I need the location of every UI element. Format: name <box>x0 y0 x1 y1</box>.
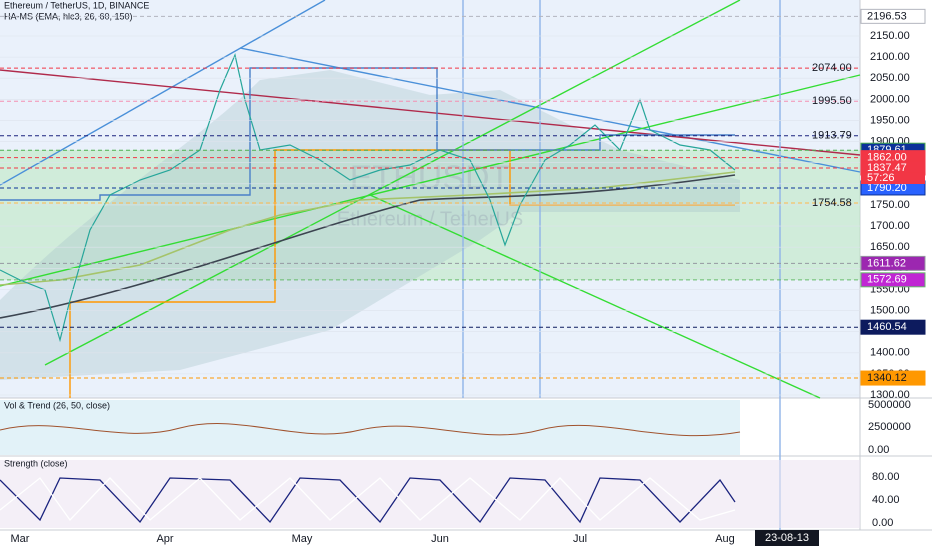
moving-average <box>0 174 736 319</box>
moving-average <box>0 171 736 286</box>
level-label: 1460.54 <box>867 321 907 333</box>
volume-sketch <box>0 400 741 455</box>
level-label: 1340.12 <box>867 372 907 384</box>
trend-line <box>0 74 861 287</box>
price-tick-label: 2150.00 <box>870 30 910 42</box>
trend-line <box>44 0 741 366</box>
volume-tick-label: 0.00 <box>868 444 889 456</box>
countdown-box <box>861 172 925 184</box>
volume-title: Vol & Trend (26, 50, close) <box>4 400 110 410</box>
trend-line <box>0 69 861 156</box>
price-tick-label: 1700.00 <box>870 220 910 232</box>
strength-line <box>0 477 736 524</box>
price-tick-label: 2050.00 <box>870 72 910 84</box>
strength-tick-label: 0.00 <box>872 517 893 529</box>
strength-band <box>0 460 860 528</box>
strength-tick-label: 40.00 <box>872 494 900 506</box>
price-tick-label: 1500.00 <box>870 304 910 316</box>
volume-tick-label: 2500000 <box>868 421 911 433</box>
price-tick-label: 1950.00 <box>870 114 910 126</box>
level-label: 1611.62 <box>867 257 906 269</box>
level-label: 1754.58 <box>812 197 852 209</box>
level-label: 1572.69 <box>867 274 907 286</box>
time-tick-label: Aug <box>715 533 735 545</box>
time-tick-label: Mar <box>11 533 30 545</box>
time-tick-label: Apr <box>156 533 173 545</box>
symbol-title: Ethereum / TetherUS, 1D, BINANCE <box>4 0 149 10</box>
price-tick-label: 1650.00 <box>870 241 910 253</box>
level-box <box>860 272 926 288</box>
strength-title: Strength (close) <box>4 458 68 468</box>
volume-tick-label: 5000000 <box>868 399 911 411</box>
indicator-title: HA-MS (EMA, hlc3, 26, 60, 150) <box>4 11 133 21</box>
trend-band <box>0 400 740 455</box>
countdown: 57:26 <box>867 172 895 184</box>
level-label: 1837.47 <box>867 162 907 174</box>
level-label: 1790.20 <box>867 182 907 194</box>
price-tick-label: 1300.00 <box>870 389 910 401</box>
time-tick-label: Jul <box>573 533 587 545</box>
price-tick-label: 1750.00 <box>870 199 910 211</box>
level-box <box>860 370 926 386</box>
level-label: 2196.53 <box>867 10 907 22</box>
zone <box>0 150 860 280</box>
trend-line <box>0 0 326 186</box>
price-tick-label: 2100.00 <box>870 51 910 63</box>
watermark-name: Ethereum / TetherUS <box>337 208 523 230</box>
strength-tick-label: 80.00 <box>872 471 900 483</box>
cursor-date-box <box>755 530 819 546</box>
level-label: 1913.79 <box>812 130 852 142</box>
trend-wave <box>0 423 741 437</box>
level-box <box>860 255 926 271</box>
drawings <box>0 0 861 530</box>
strength-sketch <box>0 460 860 528</box>
level-box <box>860 319 926 335</box>
level-label: 2074.00 <box>812 62 852 74</box>
time-tick-label: May <box>292 533 313 545</box>
time-tick-label: Jun <box>431 533 449 545</box>
price-tick-label: 1400.00 <box>870 347 910 359</box>
level-label: 1995.50 <box>812 95 852 107</box>
cursor-date: 23-08-13 <box>765 532 809 544</box>
price-tick-label: 2000.00 <box>870 93 910 105</box>
level-box <box>860 8 926 24</box>
strength-line <box>0 477 736 522</box>
trend-line <box>369 194 821 399</box>
